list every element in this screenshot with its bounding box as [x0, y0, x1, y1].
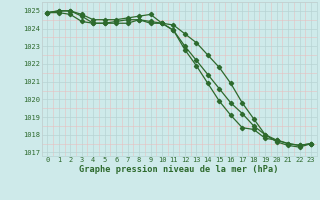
X-axis label: Graphe pression niveau de la mer (hPa): Graphe pression niveau de la mer (hPa): [79, 165, 279, 174]
